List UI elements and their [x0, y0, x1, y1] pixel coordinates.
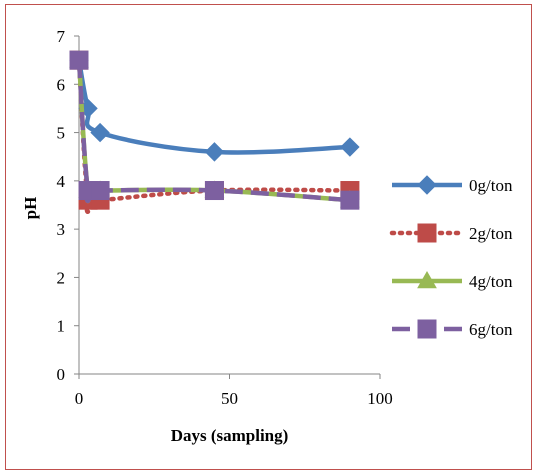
y-tick-label: 4: [57, 172, 66, 191]
series-line: [76, 57, 353, 155]
series-6g-ton: [69, 50, 360, 210]
series-0g-ton: [69, 50, 360, 162]
series-layer: [69, 50, 360, 215]
data-point: [204, 181, 224, 201]
y-tick-label: 6: [57, 75, 66, 94]
chart-frame: [5, 4, 532, 470]
data-point: [90, 181, 110, 201]
legend-item: 0g/ton: [392, 175, 513, 195]
y-tick-label: 2: [57, 268, 66, 287]
legend-item: 4g/ton: [392, 270, 513, 291]
legend-label: 2g/ton: [469, 224, 513, 243]
series-line: [76, 59, 351, 204]
data-point: [204, 142, 225, 162]
data-point: [90, 122, 110, 143]
legend-item: 6g/ton: [392, 319, 513, 339]
data-point: [340, 190, 360, 210]
legend: 0g/ton 2g/ton 4g/ton 6g/ton: [389, 175, 513, 339]
axes: 0 1 2 3 4 5 6 7 0 50 100: [57, 27, 393, 408]
y-tick-label: 0: [57, 365, 66, 384]
x-axis-title: Days (sampling): [171, 426, 289, 445]
legend-item: 2g/ton: [389, 223, 513, 243]
legend-marker: [417, 175, 437, 195]
y-axis-title: pH: [21, 197, 40, 220]
legend-marker: [417, 270, 437, 289]
legend-label: 0g/ton: [469, 176, 513, 195]
series-line: [76, 57, 353, 204]
y-tick-label: 7: [57, 27, 66, 46]
y-tick-label: 1: [57, 317, 66, 336]
x-tick-label: 0: [75, 389, 84, 408]
legend-label: 6g/ton: [469, 320, 513, 339]
data-point: [69, 50, 89, 70]
data-point: [340, 137, 360, 157]
legend-marker: [417, 223, 437, 243]
legend-label: 4g/ton: [469, 272, 513, 291]
legend-marker: [417, 319, 437, 339]
x-tick-label: 50: [221, 389, 238, 408]
y-tick-label: 3: [57, 220, 66, 239]
x-tick-label: 100: [367, 389, 393, 408]
y-tick-label: 5: [57, 124, 66, 143]
